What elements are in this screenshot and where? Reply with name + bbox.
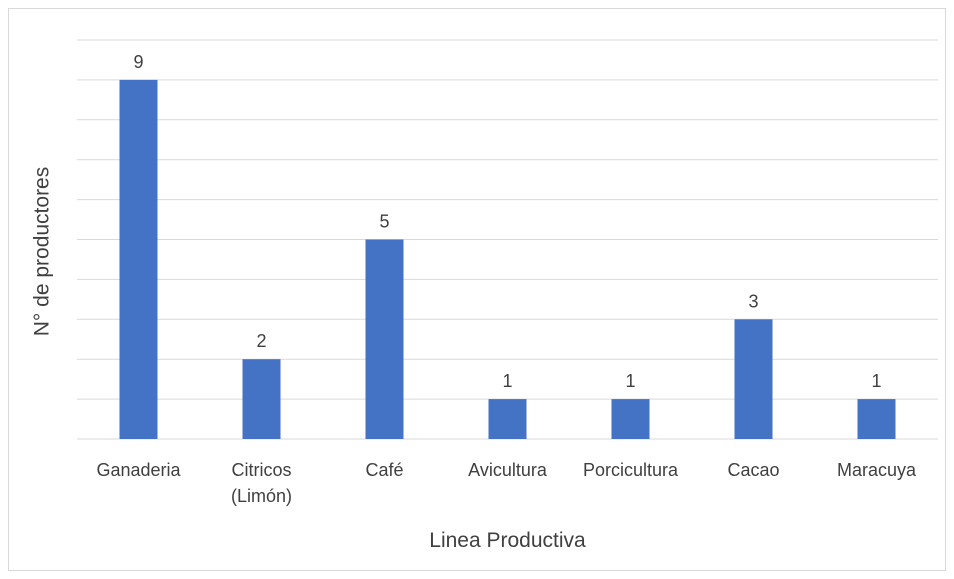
- x-axis-title: Linea Productiva: [429, 529, 586, 552]
- bar: [488, 399, 527, 439]
- data-label: 2: [256, 331, 266, 351]
- data-labels: 9 2 5 1 1 3 1: [133, 52, 881, 391]
- bars: [119, 79, 896, 440]
- data-label: 1: [871, 371, 881, 391]
- y-axis-title: N° de productores: [31, 167, 54, 337]
- x-tick-label: Porcicultura: [583, 460, 679, 480]
- data-label: 1: [502, 371, 512, 391]
- bar: [119, 79, 158, 440]
- bar: [857, 399, 896, 439]
- x-tick-label: Citricos (Limón): [231, 460, 292, 506]
- chart-frame: [8, 8, 946, 571]
- bar: [734, 319, 773, 439]
- data-label: 9: [133, 52, 143, 72]
- data-label: 1: [625, 371, 635, 391]
- gridlines: [77, 39, 938, 440]
- x-tick-label: Ganaderia: [96, 460, 181, 480]
- x-tick-label: Avicultura: [468, 460, 548, 480]
- data-label: 3: [748, 291, 758, 311]
- x-tick-label: Café: [365, 460, 403, 480]
- data-label: 5: [379, 212, 389, 232]
- bar: [365, 239, 404, 439]
- x-tick-label: Cacao: [727, 460, 779, 480]
- bar: [611, 399, 650, 439]
- x-tick-label: Maracuya: [837, 460, 917, 480]
- x-tick-labels: Ganaderia Citricos (Limón) Café Avicultura Po…: [96, 460, 917, 506]
- bar: [242, 359, 281, 439]
